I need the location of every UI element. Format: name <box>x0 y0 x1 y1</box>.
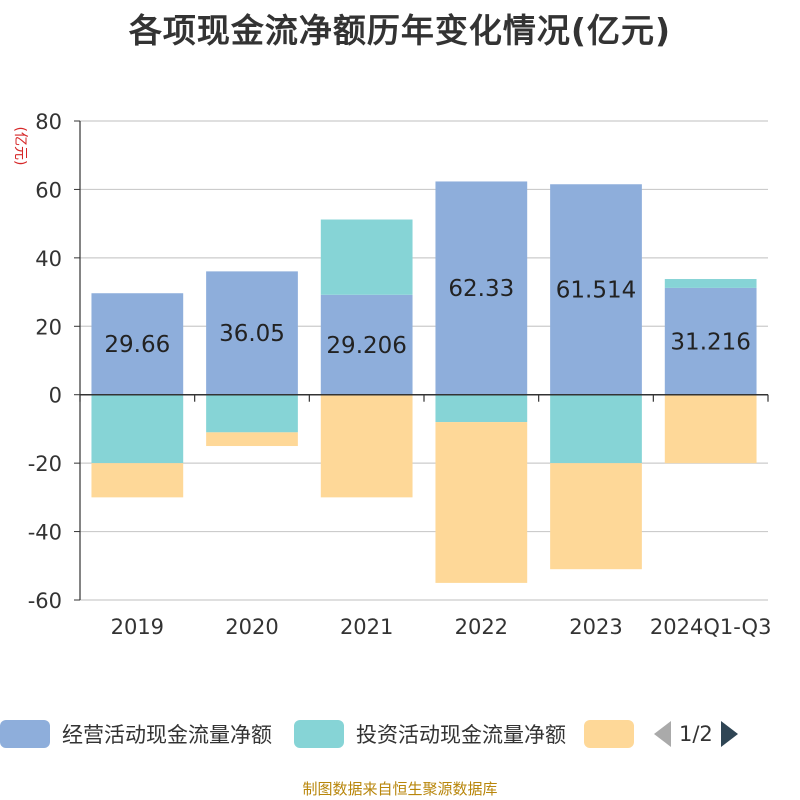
legend-swatch-investing <box>294 720 344 748</box>
bar-value-label: 36.05 <box>219 321 285 347</box>
bar-series-1-2022[interactable] <box>435 394 528 423</box>
x-tick-label: 2021 <box>340 615 393 639</box>
x-tick-label: 2020 <box>225 615 278 639</box>
bar-series-0-2019[interactable] <box>91 293 184 395</box>
bar-series-0-2023[interactable] <box>550 184 642 395</box>
legend-next-page-icon[interactable] <box>720 721 738 747</box>
x-tick-label: 2023 <box>569 615 622 639</box>
y-tick-label: 0 <box>49 384 62 408</box>
x-tick-label: 2022 <box>455 615 508 639</box>
legend-swatch-financing <box>584 720 634 748</box>
bar-series-0-2024Q1-Q3[interactable] <box>664 287 757 395</box>
bar-series-0-2020[interactable] <box>206 271 298 395</box>
x-tick-label: 2019 <box>111 615 164 639</box>
bar-series-2-2019[interactable] <box>91 463 184 498</box>
bar-value-label: 62.33 <box>448 276 514 302</box>
legend-item-investing[interactable]: 投资活动现金流量净额 <box>294 712 566 756</box>
bar-series-1-2021[interactable] <box>320 219 413 295</box>
bar-series-1-2019[interactable] <box>91 394 184 464</box>
bar-value-label: 61.514 <box>556 277 636 303</box>
x-tick-label: 2024Q1-Q3 <box>650 615 772 639</box>
y-axis-unit-label: (亿元) <box>12 127 28 166</box>
bar-series-1-2020[interactable] <box>206 394 298 433</box>
legend-prev-page-icon[interactable] <box>654 721 671 747</box>
bar-series-2-2022[interactable] <box>435 422 528 583</box>
legend-item-operating[interactable]: 经营活动现金流量净额 <box>0 712 272 756</box>
chart-title: 各项现金流净额历年变化情况(亿元) <box>128 11 672 50</box>
bar-series-0-2021[interactable] <box>320 294 413 395</box>
bar-series-2-2023[interactable] <box>550 463 642 570</box>
legend-pager: 1/2 <box>654 721 738 747</box>
bar-series-2-2020[interactable] <box>206 432 298 447</box>
legend-swatch-operating <box>0 720 50 748</box>
y-tick-label: 40 <box>35 247 62 271</box>
y-tick-label: 80 <box>35 110 62 134</box>
y-tick-label: -60 <box>28 589 62 613</box>
legend-label-operating: 经营活动现金流量净额 <box>62 723 272 747</box>
legend-page-indicator: 1/2 <box>679 722 713 746</box>
bar-value-label: 29.206 <box>326 333 406 359</box>
bar-value-label: 31.216 <box>670 329 750 355</box>
y-tick-label: -20 <box>28 452 62 476</box>
bar-series-1-2024Q1-Q3[interactable] <box>664 279 757 288</box>
legend-label-investing: 投资活动现金流量净额 <box>356 723 566 747</box>
bar-series-0-2022[interactable] <box>435 181 528 395</box>
bar-series-2-2024Q1-Q3[interactable] <box>664 394 757 464</box>
bar-series-1-2023[interactable] <box>550 394 642 464</box>
chart-legend: 经营活动现金流量净额 投资活动现金流量净额 1/2 <box>0 712 800 756</box>
data-source-note: 制图数据来自恒生聚源数据库 <box>302 780 498 798</box>
y-tick-label: 60 <box>35 178 62 202</box>
legend-item-financing[interactable] <box>584 712 634 756</box>
bar-series-2-2021[interactable] <box>320 394 413 498</box>
bar-value-label: 29.66 <box>104 332 170 358</box>
y-tick-label: -40 <box>28 521 62 545</box>
y-tick-label: 20 <box>35 315 62 339</box>
